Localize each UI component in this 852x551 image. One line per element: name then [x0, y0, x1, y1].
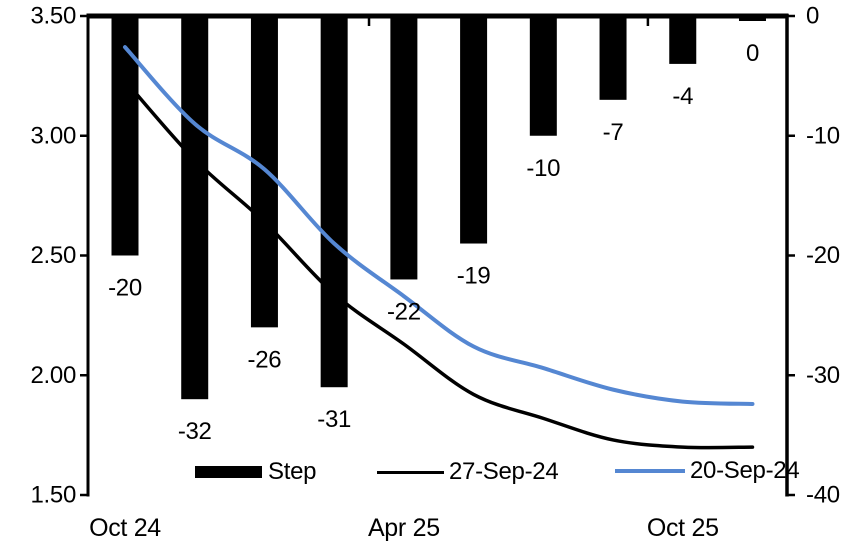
step-bar [320, 16, 348, 388]
left-axis-tick-label: 3.00 [30, 122, 76, 149]
left-axis-tick-label: 2.50 [30, 242, 76, 269]
bar-value-label: -22 [387, 298, 421, 325]
left-axis-tick-label: 3.50 [30, 3, 76, 30]
step-bar [390, 16, 418, 280]
left-axis-tick-label: 1.50 [30, 482, 76, 509]
x-axis-tick-label: Apr 25 [368, 514, 440, 542]
series-line-27-sep-24 [123, 78, 755, 450]
bar-value-label: -7 [603, 119, 624, 146]
bar-value-label: -31 [317, 406, 351, 433]
step-bar [669, 16, 697, 64]
step-bar [181, 16, 209, 400]
right-axis-tick-label: 0 [806, 3, 819, 30]
bar-value-label: 0 [746, 40, 759, 67]
bar-value-label: -19 [457, 263, 491, 290]
x-axis-tick-label: Oct 25 [647, 514, 719, 542]
series-line-20-sep-24 [123, 45, 755, 406]
bar-value-label: -26 [248, 346, 282, 373]
step-bar [460, 16, 488, 244]
step-bar [111, 16, 139, 256]
legend-item-20-sep-24: 20-Sep-24 [615, 457, 800, 484]
right-axis-tick-label: -40 [806, 482, 840, 509]
legend-label-step: Step [268, 458, 317, 485]
step-bar [529, 16, 557, 136]
left-axis-tick-label: 2.00 [30, 362, 76, 389]
legend-label-20-sep-24: 20-Sep-24 [690, 457, 800, 484]
legend-item-27-sep-24: 27-Sep-24 [377, 458, 559, 485]
bar-value-label: -32 [178, 418, 212, 445]
legend-line-swatch-blue [615, 469, 685, 473]
step-bar [599, 16, 627, 100]
right-axis-tick-label: -30 [806, 362, 840, 389]
bar-value-label: -10 [526, 155, 560, 182]
bar-value-label: -4 [672, 83, 693, 110]
legend-label-27-sep-24: 27-Sep-24 [449, 458, 559, 485]
bar-value-label: -20 [108, 275, 142, 302]
right-axis-tick-label: -10 [806, 122, 840, 149]
legend-line-swatch-black [377, 470, 444, 474]
legend-item-step: Step [195, 458, 317, 485]
right-axis-tick-label: -20 [806, 242, 840, 269]
legend-bar-swatch [195, 466, 262, 478]
x-axis-tick-label: Oct 24 [89, 514, 161, 542]
